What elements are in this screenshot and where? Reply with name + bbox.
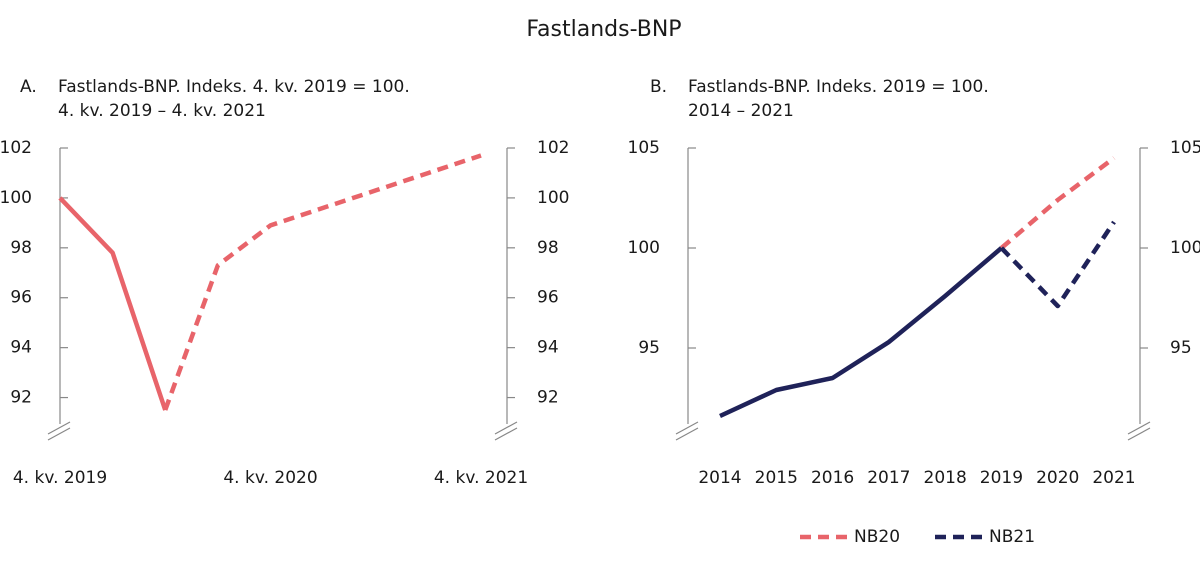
axis-break xyxy=(47,421,71,435)
y-tick-label: 98 xyxy=(10,238,32,258)
y2-tick-label: 95 xyxy=(1170,338,1192,358)
y-tick-label: 105 xyxy=(628,138,660,158)
x-tick-label: 4. kv. 2021 xyxy=(434,468,528,488)
y-tick-label: 94 xyxy=(10,338,32,358)
y-tick-label: 92 xyxy=(10,388,32,408)
line-series xyxy=(163,153,482,411)
y2-tick-label: 98 xyxy=(537,238,559,258)
axis-break xyxy=(1127,427,1151,441)
panel-title: Fastlands-BNP. Indeks. 2019 = 100. xyxy=(688,77,989,97)
panel-label: A. xyxy=(20,77,37,97)
x-tick-label: 2014 xyxy=(698,468,741,488)
y2-tick-label: 105 xyxy=(1170,138,1200,158)
x-tick-label: 2017 xyxy=(867,468,910,488)
panel-title: Fastlands-BNP. Indeks. 4. kv. 2019 = 100… xyxy=(58,77,410,97)
x-tick-label: 2015 xyxy=(755,468,798,488)
x-tick-label: 2019 xyxy=(980,468,1023,488)
axis-break xyxy=(675,427,699,441)
y-tick-label: 100 xyxy=(0,188,32,208)
legend-label: NB21 xyxy=(989,527,1035,547)
x-tick-label: 2018 xyxy=(924,468,967,488)
y2-tick-label: 100 xyxy=(1170,238,1200,258)
panel-label: B. xyxy=(650,77,667,97)
y-tick-label: 102 xyxy=(0,138,32,158)
x-tick-label: 4. kv. 2019 xyxy=(13,468,107,488)
page-title: Fastlands-BNP xyxy=(526,17,681,42)
x-tick-label: 2020 xyxy=(1036,468,1079,488)
line-series xyxy=(719,246,1003,419)
axis-break xyxy=(494,427,518,441)
y2-tick-label: 96 xyxy=(537,288,559,308)
y2-tick-label: 102 xyxy=(537,138,569,158)
x-tick-label: 4. kv. 2020 xyxy=(223,468,317,488)
x-tick-label: 2016 xyxy=(811,468,854,488)
panel-title: 2014 – 2021 xyxy=(688,101,794,121)
line-series xyxy=(58,196,168,411)
axis-break xyxy=(47,427,71,441)
legend-label: NB20 xyxy=(854,527,900,547)
axis-break xyxy=(675,421,699,435)
y2-tick-label: 100 xyxy=(537,188,569,208)
axis-break xyxy=(1127,421,1151,435)
x-tick-label: 2021 xyxy=(1092,468,1135,488)
y-tick-label: 100 xyxy=(628,238,660,258)
line-series xyxy=(999,156,1116,250)
line-series xyxy=(999,220,1116,309)
y-tick-label: 95 xyxy=(638,338,660,358)
panel-title: 4. kv. 2019 – 4. kv. 2021 xyxy=(58,101,266,121)
y2-tick-label: 92 xyxy=(537,388,559,408)
axis-break xyxy=(494,421,518,435)
y2-tick-label: 94 xyxy=(537,338,559,358)
y-tick-label: 96 xyxy=(10,288,32,308)
